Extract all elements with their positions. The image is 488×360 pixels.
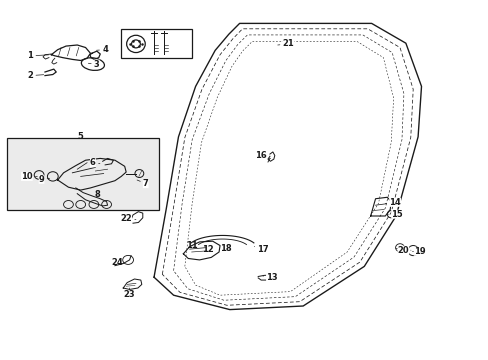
Text: 22: 22 — [120, 214, 136, 223]
Text: 21: 21 — [277, 40, 294, 49]
Text: 8: 8 — [95, 190, 101, 199]
Text: 5: 5 — [78, 132, 83, 140]
Text: 20: 20 — [395, 246, 408, 255]
Bar — [7, 138, 159, 210]
Text: 11: 11 — [186, 241, 198, 250]
Text: 19: 19 — [410, 247, 425, 256]
Text: 4: 4 — [97, 45, 108, 54]
Text: 23: 23 — [123, 288, 135, 299]
Text: 6: 6 — [90, 158, 100, 167]
Text: 17: 17 — [254, 245, 268, 253]
Text: 12: 12 — [202, 245, 213, 253]
Text: 13: 13 — [263, 274, 277, 282]
Text: 10: 10 — [21, 172, 37, 181]
Text: 9: 9 — [39, 175, 49, 184]
Text: 3: 3 — [88, 60, 100, 69]
Text: 24: 24 — [111, 258, 123, 267]
Text: 18: 18 — [220, 244, 231, 253]
Text: 16: 16 — [255, 151, 270, 160]
Text: 2: 2 — [27, 71, 43, 80]
Text: 1: 1 — [27, 51, 48, 60]
Bar — [121, 29, 192, 58]
Text: 14: 14 — [385, 198, 400, 207]
Text: 7: 7 — [137, 179, 148, 188]
Text: 15: 15 — [387, 210, 402, 219]
